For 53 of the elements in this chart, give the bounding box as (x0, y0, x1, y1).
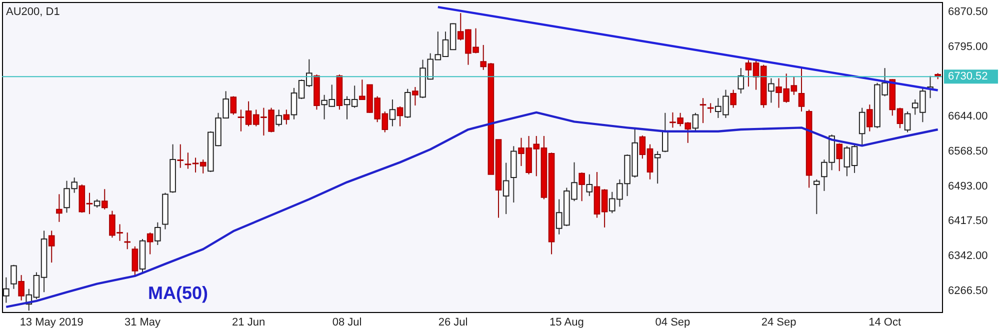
candlestick (154, 222, 161, 246)
candlestick (177, 144, 184, 168)
chart-title: AU200, D1 (6, 6, 60, 18)
candlestick (412, 86, 418, 106)
candlestick (768, 78, 774, 104)
candlestick (56, 194, 62, 222)
candlestick (730, 89, 736, 108)
candlestick (283, 109, 290, 125)
candlestick (578, 172, 585, 202)
y-tick-label: 6266.50 (948, 284, 988, 297)
candlestick (396, 106, 404, 127)
candlestick (276, 109, 282, 127)
candlestick (146, 232, 154, 255)
candlestick (836, 142, 843, 172)
x-tick-label: 31 May (124, 316, 162, 328)
x-tick-label: 08 Jul (332, 316, 362, 328)
candlestick (904, 110, 911, 133)
candlestick (502, 162, 510, 215)
candlestick (101, 188, 108, 210)
x-tick-label: 14 Oct (868, 316, 902, 328)
y-tick-label: 6568.50 (948, 145, 988, 158)
candlestick (389, 98, 396, 127)
candlestick (707, 102, 714, 114)
candlestick (858, 107, 866, 146)
y-tick-label: 6493.00 (948, 180, 988, 192)
y-tick-label: 6795.00 (948, 40, 988, 53)
candlestick (132, 246, 138, 276)
candlestick (654, 150, 661, 184)
y-tick-label: 6644.00 (948, 110, 988, 123)
x-tick-label: 04 Sep (655, 316, 690, 328)
series-label: MA(50) (148, 283, 208, 303)
x-tick-label: 26 Jul (438, 316, 468, 328)
candlestick (798, 68, 805, 112)
candlestick (738, 68, 744, 94)
line-series (5, 111, 939, 308)
candlestick (692, 112, 699, 132)
candlestick (866, 104, 873, 132)
candlestick (10, 264, 17, 290)
candlestick (662, 112, 668, 153)
x-tick-label: 13 May 2019 (20, 316, 84, 328)
y-tick-label: 6342.00 (948, 250, 988, 262)
x-tick-label: 24 Sep (761, 316, 796, 328)
candlestick (586, 174, 593, 197)
ref-line-label: 6730.52 (948, 70, 988, 83)
candlestick (48, 230, 55, 264)
x-tick-label: 21 Jun (232, 316, 266, 328)
y-tick-label: 6870.50 (948, 6, 988, 18)
x-tick-label: 15 Aug (550, 316, 584, 328)
y-tick-label: 6417.50 (948, 215, 988, 228)
candlestick (813, 178, 820, 215)
candlestick (700, 98, 706, 124)
candlestick (230, 96, 237, 116)
candlestick (18, 274, 24, 301)
